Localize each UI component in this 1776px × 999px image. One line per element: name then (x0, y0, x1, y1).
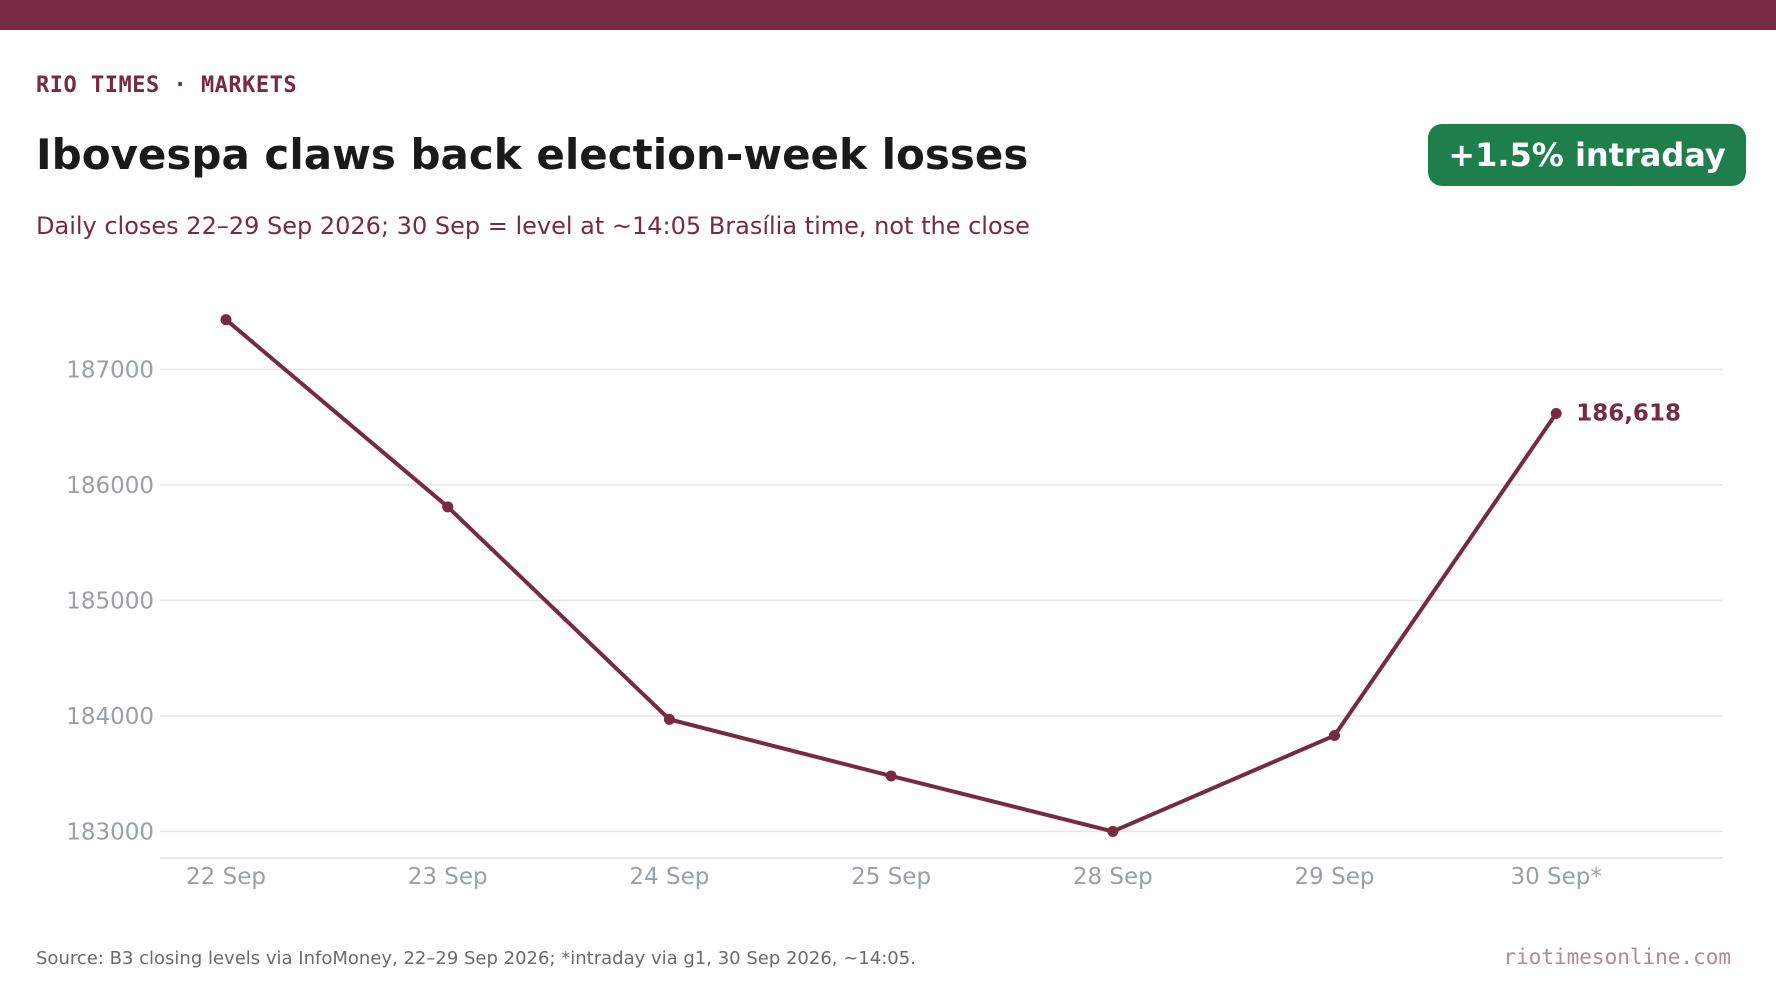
y-tick-label: 183000 (66, 819, 154, 845)
x-tick-label: 25 Sep (851, 864, 931, 890)
labels: 186,618 (1576, 400, 1681, 426)
site-url: riotimesonline.com (1503, 945, 1731, 969)
section-kicker: RIO TIMES · MARKETS (36, 73, 298, 98)
gridlines (160, 368, 1723, 833)
top-brand-bar (0, 0, 1776, 30)
y-tick-label: 184000 (66, 704, 154, 730)
data-point (1107, 825, 1119, 837)
chart-headline: Ibovespa claws back election-week losses (36, 130, 1029, 179)
y-tick-label: 187000 (66, 357, 154, 383)
end-value-label: 186,618 (1576, 400, 1681, 426)
y-tick-label: 186000 (66, 473, 154, 499)
x-tick-label: 29 Sep (1295, 864, 1375, 890)
x-tick-label: 30 Sep* (1510, 864, 1601, 890)
x-tick-label: 23 Sep (408, 864, 488, 890)
x-tick-label: 28 Sep (1073, 864, 1153, 890)
data-point (1329, 730, 1340, 742)
source-note: Source: B3 closing levels via InfoMoney,… (36, 948, 916, 969)
intraday-change-badge: +1.5% intraday (1428, 124, 1746, 186)
data-point (885, 770, 897, 782)
data-point (442, 501, 454, 513)
chart-subtitle: Daily closes 22–29 Sep 2026; 30 Sep = le… (36, 212, 1030, 240)
series-line (224, 317, 1559, 834)
series-layer (220, 314, 1562, 837)
axes: 183000 184000 185000 186000 187000 22 Sep 23 S… (66, 357, 1723, 890)
x-tick-label: 22 Sep (186, 864, 266, 890)
data-point (220, 314, 232, 326)
x-tick-label: 24 Sep (629, 864, 709, 890)
data-point (663, 713, 675, 725)
y-tick-label: 185000 (66, 588, 154, 614)
data-point (1550, 407, 1562, 419)
